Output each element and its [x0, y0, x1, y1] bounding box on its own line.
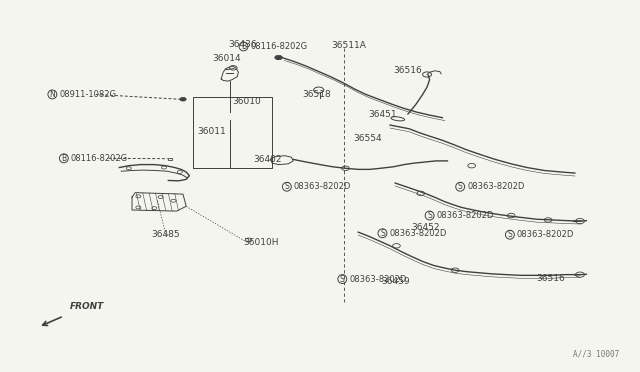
- Text: 36459: 36459: [381, 278, 410, 286]
- Text: 36402: 36402: [253, 155, 282, 164]
- Bar: [276, 57, 280, 59]
- Text: 08363-8202D: 08363-8202D: [467, 182, 525, 191]
- Text: 36516: 36516: [394, 66, 422, 75]
- Text: 36010H: 36010H: [244, 238, 279, 247]
- Text: 36014: 36014: [212, 54, 241, 63]
- Text: 36452: 36452: [411, 223, 440, 232]
- Text: 08363-8202D: 08363-8202D: [294, 182, 351, 191]
- Text: 08363-8202D: 08363-8202D: [436, 211, 494, 220]
- Text: 08911-1082G: 08911-1082G: [60, 90, 116, 99]
- Bar: [168, 158, 172, 160]
- Text: 36436: 36436: [228, 41, 257, 49]
- Text: S: S: [340, 275, 345, 283]
- Text: 36010: 36010: [232, 97, 261, 106]
- Text: 08363-8202D: 08363-8202D: [390, 229, 447, 238]
- Text: 08363-8202D: 08363-8202D: [517, 230, 574, 239]
- Text: 36011: 36011: [197, 127, 226, 136]
- Text: 36554: 36554: [353, 134, 382, 143]
- Text: 08363-8202D: 08363-8202D: [349, 275, 406, 283]
- Circle shape: [180, 97, 186, 101]
- Text: FRONT: FRONT: [70, 302, 104, 311]
- Text: 36518: 36518: [303, 90, 331, 99]
- Text: 36511A: 36511A: [332, 41, 366, 50]
- Text: S: S: [285, 182, 289, 191]
- Text: B: B: [241, 42, 246, 51]
- Text: N: N: [49, 90, 55, 99]
- Text: 36451: 36451: [368, 109, 397, 119]
- Text: 36516: 36516: [536, 274, 565, 283]
- Text: S: S: [508, 230, 512, 239]
- Text: A//3 10007: A//3 10007: [573, 350, 620, 359]
- Circle shape: [275, 55, 282, 60]
- Text: S: S: [380, 229, 385, 238]
- Text: 08116-8202G: 08116-8202G: [71, 154, 128, 163]
- Text: S: S: [458, 182, 463, 191]
- Text: 36485: 36485: [152, 230, 180, 239]
- Text: 08116-8202G: 08116-8202G: [250, 42, 308, 51]
- Text: B: B: [61, 154, 67, 163]
- Text: S: S: [428, 211, 432, 220]
